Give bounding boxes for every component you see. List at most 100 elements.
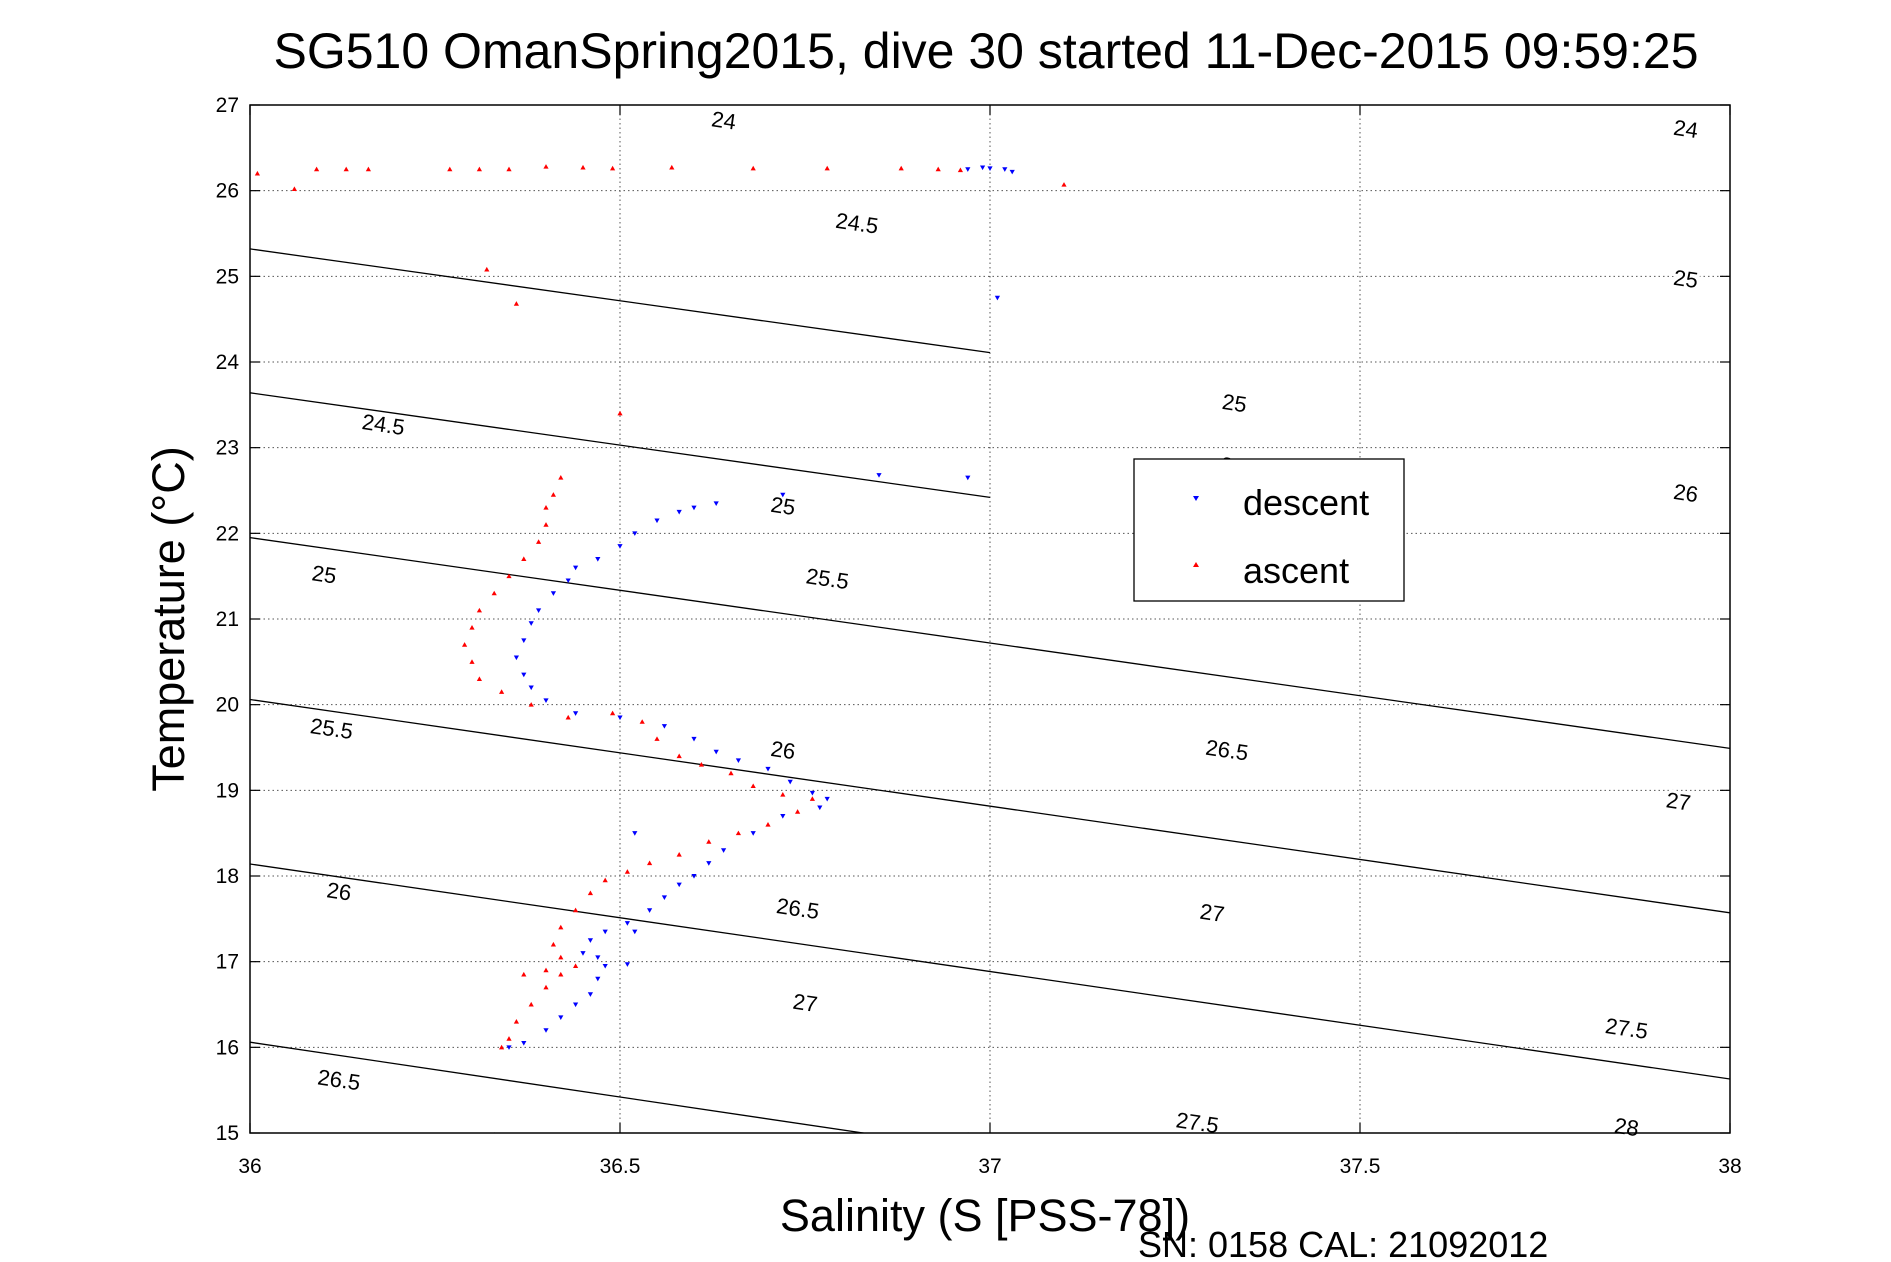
ascent-point (573, 963, 579, 968)
descent-point (965, 475, 971, 481)
ascent-point (365, 166, 371, 172)
ascent-point (254, 170, 260, 176)
contour-label: 27 (1665, 787, 1693, 815)
descent-point (809, 790, 815, 796)
y-tick-label: 22 (216, 522, 239, 545)
descent-point (721, 848, 727, 853)
descent-point (580, 951, 586, 956)
ascent-point (543, 984, 549, 990)
ascent-point (558, 954, 564, 960)
ascent-point (676, 851, 682, 857)
descent-point (987, 166, 993, 171)
ascent-point (728, 770, 734, 776)
ascent-point (506, 1036, 512, 1041)
ascent-point (543, 967, 549, 973)
y-tick-label: 15 (216, 1122, 239, 1145)
descent-point (528, 621, 534, 626)
ascent-point (558, 924, 564, 930)
descent-point (595, 557, 601, 562)
x-tick-label: 37 (978, 1155, 1001, 1178)
ascent-point (291, 186, 297, 191)
descent-point (558, 1015, 564, 1020)
ascent-point (639, 719, 645, 724)
ascent-point (898, 165, 904, 171)
y-tick-label: 24 (216, 351, 240, 374)
ascent-point (499, 1044, 505, 1050)
x-tick-label: 37.5 (1340, 1155, 1381, 1178)
descent-point (543, 698, 549, 703)
descent-point (876, 473, 882, 478)
ascent-point (521, 971, 527, 977)
contour-label: 27 (1198, 899, 1226, 927)
ascent-point (750, 783, 756, 789)
x-tick-label: 38 (1718, 1155, 1741, 1178)
ascent-point (476, 607, 482, 613)
descent-point (735, 758, 741, 763)
descent-point (713, 501, 719, 506)
contour-label: 26.5 (1204, 735, 1250, 766)
descent-point (595, 955, 601, 960)
contour-label: 25 (310, 560, 338, 588)
y-tick-label: 23 (216, 437, 239, 460)
ascent-point (484, 266, 490, 272)
descent-point (632, 831, 638, 836)
descent-point (706, 861, 712, 866)
ascent-point (528, 1001, 534, 1007)
contour-labels: 242424.524.52525252525.525.525.526262626… (306, 103, 1703, 1144)
ascent-point (550, 492, 556, 497)
contour-label: 26 (769, 736, 797, 764)
y-tick-label: 16 (216, 1036, 239, 1059)
descent-point (624, 921, 630, 926)
ascent-point (543, 522, 549, 527)
y-axis-label: Temperature (°C) (143, 446, 194, 792)
ascent-point (499, 689, 505, 694)
descent-point (994, 295, 1000, 301)
descent-point (691, 874, 697, 879)
density-contour-line (250, 248, 991, 354)
ascent-point (536, 539, 542, 544)
descent-point (661, 895, 667, 901)
descent-point (980, 165, 986, 171)
ascent-point (565, 714, 571, 720)
descent-point (573, 711, 579, 716)
descent-point (765, 766, 771, 772)
legend: descent ascent (1133, 458, 1405, 602)
ascent-point (558, 971, 564, 977)
y-tick-label: 20 (216, 694, 239, 717)
contour-label: 28 (1613, 1113, 1641, 1141)
descent-point (676, 882, 682, 888)
ascent-point (617, 410, 623, 416)
ascent-point (676, 753, 682, 759)
y-tick-label: 18 (216, 865, 239, 888)
legend-marker-ascent (1193, 562, 1199, 567)
ascent-point (558, 475, 564, 480)
ascent-point (447, 166, 453, 172)
contour-label: 26 (325, 877, 353, 905)
data-points (254, 164, 1067, 1050)
descent-point (624, 962, 630, 967)
legend-marker-descent (1193, 496, 1199, 501)
ascent-point (750, 165, 756, 171)
ascent-point (654, 736, 660, 741)
descent-point (521, 672, 527, 678)
descent-point (750, 831, 756, 836)
descent-point (536, 608, 542, 614)
descent-point (817, 805, 823, 811)
y-tick-label: 19 (216, 779, 239, 802)
descent-point (647, 908, 653, 913)
ascent-point (795, 809, 801, 814)
contour-label: 24 (1672, 115, 1700, 143)
ascent-point (573, 907, 579, 913)
ascent-point (513, 301, 519, 306)
ascent-point (610, 165, 616, 171)
ascent-point (1061, 182, 1067, 187)
descent-point (550, 591, 556, 596)
y-tick-label: 26 (216, 180, 239, 203)
density-contours (250, 248, 1730, 1133)
descent-point (573, 565, 579, 571)
ascent-point (706, 839, 712, 844)
descent-point (780, 814, 786, 819)
ascent-point (476, 166, 482, 172)
ascent-point (506, 166, 512, 172)
